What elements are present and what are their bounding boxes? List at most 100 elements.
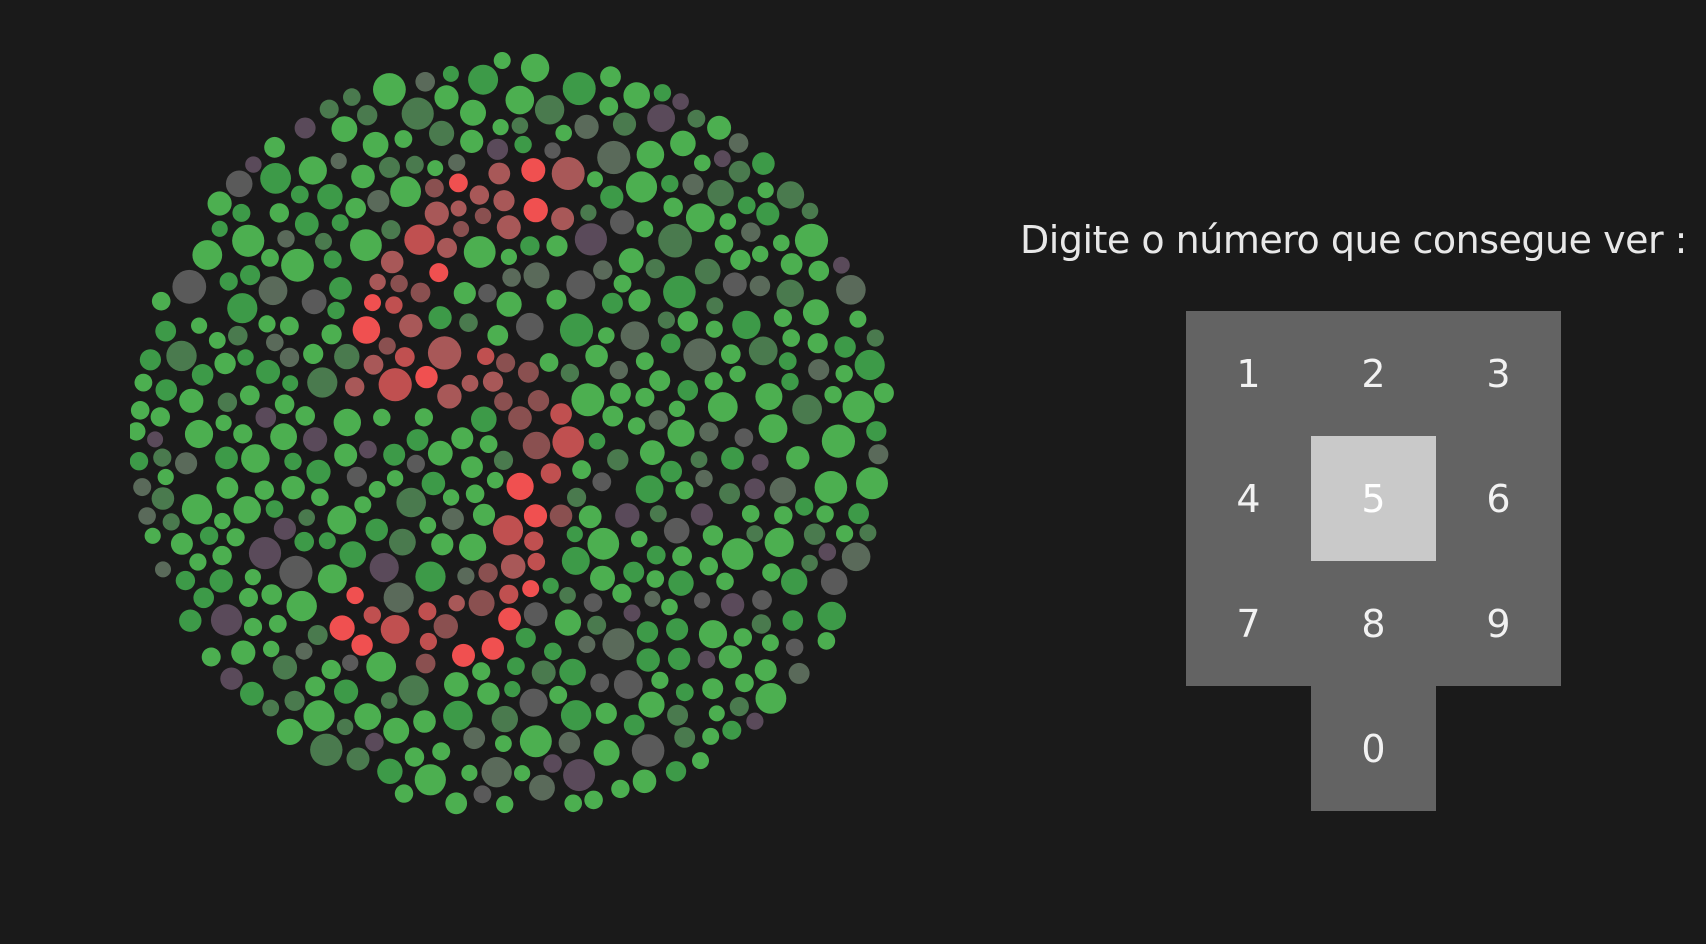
key-2[interactable]: 2 xyxy=(1311,311,1436,436)
plate-ground-dot xyxy=(737,196,756,215)
plate-ground-dot xyxy=(443,700,473,731)
plate-ground-dot xyxy=(431,533,454,556)
key-7[interactable]: 7 xyxy=(1186,561,1311,686)
plate-ground-dot xyxy=(817,601,847,631)
plate-ground-dot xyxy=(244,569,261,586)
plate-ground-dot xyxy=(421,471,446,496)
plate-ground-dot xyxy=(279,347,300,368)
plate-ground-dot xyxy=(303,427,328,452)
plate-ground-dot xyxy=(690,451,708,468)
key-5[interactable]: 5 xyxy=(1311,436,1436,561)
plate-ground-dot xyxy=(623,561,645,583)
plate-ground-dot xyxy=(744,478,766,500)
plate-ground-dot xyxy=(707,115,732,140)
plate-ground-dot xyxy=(695,469,713,488)
plate-ground-dot xyxy=(761,634,779,652)
plate-ground-dot xyxy=(415,72,436,92)
plate-ground-dot xyxy=(587,527,620,560)
plate-ground-dot xyxy=(286,590,317,622)
plate-ground-dot xyxy=(472,662,491,681)
key-6-label: 6 xyxy=(1486,476,1511,521)
plate-ground-dot xyxy=(554,609,582,636)
plate-ground-dot xyxy=(856,467,888,500)
plate-ground-dot xyxy=(239,588,258,607)
plate-ground-dot xyxy=(694,258,721,285)
plate-ground-dot xyxy=(866,421,887,442)
plate-ground-dot xyxy=(427,440,453,466)
plate-ground-dot xyxy=(720,593,745,617)
key-7-label: 7 xyxy=(1236,601,1261,646)
plate-figure-dot xyxy=(540,463,562,484)
plate-ground-dot xyxy=(465,484,485,504)
plate-ground-dot xyxy=(818,543,837,561)
plate-figure-dot xyxy=(494,392,513,411)
plate-ground-dot xyxy=(339,541,367,568)
plate-ground-dot xyxy=(504,681,521,698)
plate-ground-dot xyxy=(646,570,665,588)
plate-figure-dot xyxy=(527,552,546,571)
plate-ground-dot xyxy=(144,527,161,544)
plate-ground-dot xyxy=(389,528,416,556)
plate-ground-dot xyxy=(427,160,444,177)
plate-ground-dot xyxy=(635,352,654,370)
plate-ground-dot xyxy=(481,757,512,788)
plate-ground-dot xyxy=(240,681,264,706)
plate-figure-dot xyxy=(380,615,410,644)
plate-ground-dot xyxy=(383,717,410,744)
plate-ground-dot xyxy=(722,272,747,297)
plate-figure-dot xyxy=(523,504,548,528)
plate-ground-dot xyxy=(566,526,583,543)
plate-ground-dot xyxy=(781,373,799,391)
plate-ground-dot xyxy=(442,489,460,506)
plate-ground-dot xyxy=(270,423,297,451)
plate-ground-dot xyxy=(162,513,180,531)
key-4[interactable]: 4 xyxy=(1186,436,1311,561)
plate-ground-dot xyxy=(130,422,146,441)
plate-ground-dot xyxy=(175,452,198,475)
plate-ground-dot xyxy=(602,628,635,661)
plate-ground-dot xyxy=(657,311,676,329)
plate-ground-dot xyxy=(279,555,313,589)
plate-ground-dot xyxy=(491,705,518,733)
plate-ground-dot xyxy=(702,727,720,745)
plate-ground-dot xyxy=(368,481,386,498)
plate-ground-dot xyxy=(215,414,232,431)
plate-ground-dot xyxy=(580,204,597,221)
plate-ground-dot xyxy=(755,683,787,714)
plate-ground-dot xyxy=(192,240,223,270)
plate-ground-dot xyxy=(459,533,487,561)
plate-ground-dot xyxy=(365,518,388,542)
plate-ground-dot xyxy=(699,422,719,442)
plate-figure-dot xyxy=(488,162,511,185)
plate-ground-dot xyxy=(327,301,345,320)
plate-figure-dot xyxy=(415,365,438,389)
plate-ground-dot xyxy=(414,764,446,796)
plate-figure-dot xyxy=(363,606,381,624)
plate-ground-dot xyxy=(646,545,666,565)
plate-ground-dot xyxy=(544,642,562,661)
key-0[interactable]: 0 xyxy=(1311,686,1436,811)
key-8[interactable]: 8 xyxy=(1311,561,1436,686)
plate-figure-dot xyxy=(424,201,449,226)
plate-ground-dot xyxy=(600,66,621,88)
key-6[interactable]: 6 xyxy=(1436,436,1561,561)
plate-ground-dot xyxy=(639,440,665,465)
plate-ground-dot xyxy=(463,727,486,750)
plate-ground-dot xyxy=(803,523,826,545)
plate-ground-dot xyxy=(661,175,679,193)
plate-ground-dot xyxy=(254,480,274,500)
plate-ground-dot xyxy=(151,291,171,311)
key-9[interactable]: 9 xyxy=(1436,561,1561,686)
plate-ground-dot xyxy=(380,692,398,709)
plate-ground-dot xyxy=(432,742,451,761)
plate-ground-dot xyxy=(583,593,603,612)
key-1[interactable]: 1 xyxy=(1186,311,1311,436)
plate-ground-dot xyxy=(584,790,603,810)
plate-ground-dot xyxy=(645,259,665,279)
plate-ground-dot xyxy=(534,95,565,125)
plate-ground-dot xyxy=(613,274,632,293)
key-3[interactable]: 3 xyxy=(1436,311,1561,436)
plate-ground-dot xyxy=(138,507,156,525)
plate-ground-dot xyxy=(665,761,687,782)
plate-ground-dot xyxy=(601,292,623,314)
